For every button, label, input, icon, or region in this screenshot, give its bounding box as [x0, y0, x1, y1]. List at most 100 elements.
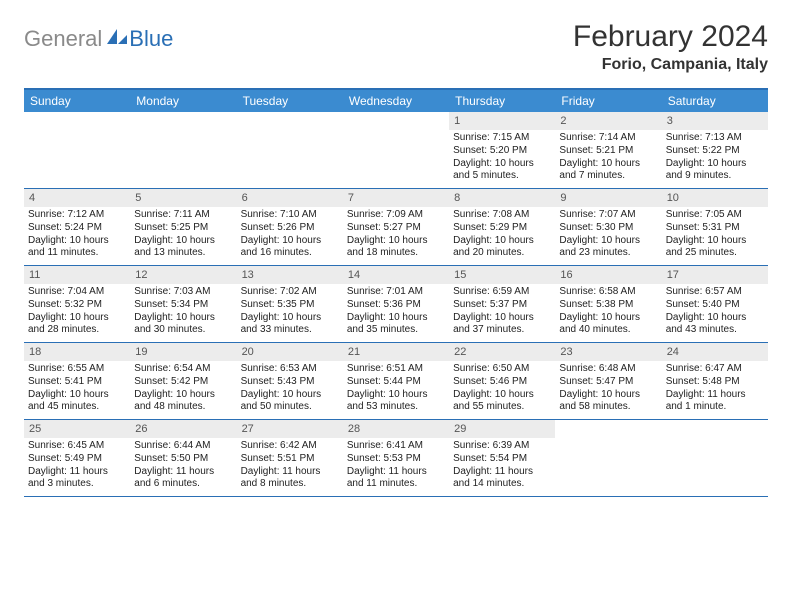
logo-text-blue: Blue: [129, 26, 173, 52]
daylight-text: Daylight: 10 hours and 30 minutes.: [134, 312, 232, 338]
sunrise-text: Sunrise: 7:10 AM: [241, 209, 339, 222]
day-number: 6: [237, 189, 343, 207]
daylight-text: Daylight: 10 hours and 13 minutes.: [134, 235, 232, 261]
sunrise-text: Sunrise: 6:47 AM: [666, 363, 764, 376]
daylight-text: Daylight: 10 hours and 11 minutes.: [28, 235, 126, 261]
day-cell: 7Sunrise: 7:09 AMSunset: 5:27 PMDaylight…: [343, 189, 449, 265]
day-number: 18: [24, 343, 130, 361]
day-cell: 27Sunrise: 6:42 AMSunset: 5:51 PMDayligh…: [237, 420, 343, 496]
day-number: [662, 420, 768, 424]
day-cell: 24Sunrise: 6:47 AMSunset: 5:48 PMDayligh…: [662, 343, 768, 419]
day-body: Sunrise: 7:07 AMSunset: 5:30 PMDaylight:…: [555, 207, 661, 264]
month-title: February 2024: [573, 20, 768, 54]
daylight-text: Daylight: 11 hours and 3 minutes.: [28, 466, 126, 492]
sunset-text: Sunset: 5:51 PM: [241, 453, 339, 466]
daylight-text: Daylight: 10 hours and 5 minutes.: [453, 158, 551, 184]
week-row: 11Sunrise: 7:04 AMSunset: 5:32 PMDayligh…: [24, 266, 768, 343]
sunrise-text: Sunrise: 7:05 AM: [666, 209, 764, 222]
dow-monday: Monday: [130, 90, 236, 112]
week-row: 25Sunrise: 6:45 AMSunset: 5:49 PMDayligh…: [24, 420, 768, 497]
sunset-text: Sunset: 5:43 PM: [241, 376, 339, 389]
sunset-text: Sunset: 5:42 PM: [134, 376, 232, 389]
sunrise-text: Sunrise: 6:42 AM: [241, 440, 339, 453]
sunset-text: Sunset: 5:44 PM: [347, 376, 445, 389]
day-body: Sunrise: 6:50 AMSunset: 5:46 PMDaylight:…: [449, 361, 555, 418]
sunset-text: Sunset: 5:32 PM: [28, 299, 126, 312]
day-number: 2: [555, 112, 661, 130]
day-number: [130, 112, 236, 116]
daylight-text: Daylight: 10 hours and 16 minutes.: [241, 235, 339, 261]
title-block: February 2024 Forio, Campania, Italy: [573, 20, 768, 74]
daylight-text: Daylight: 10 hours and 33 minutes.: [241, 312, 339, 338]
day-body: Sunrise: 7:08 AMSunset: 5:29 PMDaylight:…: [449, 207, 555, 264]
sunrise-text: Sunrise: 6:39 AM: [453, 440, 551, 453]
day-body: Sunrise: 7:09 AMSunset: 5:27 PMDaylight:…: [343, 207, 449, 264]
day-number: [343, 112, 449, 116]
sail-icon: [106, 28, 128, 51]
daylight-text: Daylight: 10 hours and 25 minutes.: [666, 235, 764, 261]
sunrise-text: Sunrise: 7:13 AM: [666, 132, 764, 145]
sunset-text: Sunset: 5:21 PM: [559, 145, 657, 158]
day-cell: 6Sunrise: 7:10 AMSunset: 5:26 PMDaylight…: [237, 189, 343, 265]
day-cell: 18Sunrise: 6:55 AMSunset: 5:41 PMDayligh…: [24, 343, 130, 419]
day-number: [24, 112, 130, 116]
sunrise-text: Sunrise: 7:01 AM: [347, 286, 445, 299]
day-number: 3: [662, 112, 768, 130]
day-cell: 15Sunrise: 6:59 AMSunset: 5:37 PMDayligh…: [449, 266, 555, 342]
day-cell: 8Sunrise: 7:08 AMSunset: 5:29 PMDaylight…: [449, 189, 555, 265]
day-cell: 9Sunrise: 7:07 AMSunset: 5:30 PMDaylight…: [555, 189, 661, 265]
dow-friday: Friday: [555, 90, 661, 112]
daylight-text: Daylight: 10 hours and 20 minutes.: [453, 235, 551, 261]
empty-cell: [24, 112, 130, 188]
daylight-text: Daylight: 10 hours and 23 minutes.: [559, 235, 657, 261]
daylight-text: Daylight: 10 hours and 18 minutes.: [347, 235, 445, 261]
day-number: 14: [343, 266, 449, 284]
day-number: 1: [449, 112, 555, 130]
day-number: 4: [24, 189, 130, 207]
day-number: 16: [555, 266, 661, 284]
day-body: Sunrise: 6:59 AMSunset: 5:37 PMDaylight:…: [449, 284, 555, 341]
daylight-text: Daylight: 10 hours and 37 minutes.: [453, 312, 551, 338]
daylight-text: Daylight: 10 hours and 48 minutes.: [134, 389, 232, 415]
daylight-text: Daylight: 10 hours and 28 minutes.: [28, 312, 126, 338]
day-cell: 25Sunrise: 6:45 AMSunset: 5:49 PMDayligh…: [24, 420, 130, 496]
sunrise-text: Sunrise: 7:03 AM: [134, 286, 232, 299]
day-body: Sunrise: 6:54 AMSunset: 5:42 PMDaylight:…: [130, 361, 236, 418]
sunrise-text: Sunrise: 7:08 AM: [453, 209, 551, 222]
day-number: 12: [130, 266, 236, 284]
sunset-text: Sunset: 5:36 PM: [347, 299, 445, 312]
sunset-text: Sunset: 5:47 PM: [559, 376, 657, 389]
logo-text-general: General: [24, 26, 102, 52]
day-number: [237, 112, 343, 116]
week-row: 18Sunrise: 6:55 AMSunset: 5:41 PMDayligh…: [24, 343, 768, 420]
sunrise-text: Sunrise: 6:48 AM: [559, 363, 657, 376]
sunset-text: Sunset: 5:31 PM: [666, 222, 764, 235]
day-body: Sunrise: 7:04 AMSunset: 5:32 PMDaylight:…: [24, 284, 130, 341]
week-row: 4Sunrise: 7:12 AMSunset: 5:24 PMDaylight…: [24, 189, 768, 266]
sunrise-text: Sunrise: 7:14 AM: [559, 132, 657, 145]
sunrise-text: Sunrise: 6:58 AM: [559, 286, 657, 299]
daylight-text: Daylight: 10 hours and 9 minutes.: [666, 158, 764, 184]
sunrise-text: Sunrise: 7:04 AM: [28, 286, 126, 299]
sunset-text: Sunset: 5:29 PM: [453, 222, 551, 235]
sunset-text: Sunset: 5:50 PM: [134, 453, 232, 466]
day-number: 11: [24, 266, 130, 284]
sunrise-text: Sunrise: 7:11 AM: [134, 209, 232, 222]
empty-cell: [237, 112, 343, 188]
day-body: Sunrise: 7:10 AMSunset: 5:26 PMDaylight:…: [237, 207, 343, 264]
day-body: Sunrise: 7:02 AMSunset: 5:35 PMDaylight:…: [237, 284, 343, 341]
sunset-text: Sunset: 5:40 PM: [666, 299, 764, 312]
day-number: 8: [449, 189, 555, 207]
daylight-text: Daylight: 10 hours and 45 minutes.: [28, 389, 126, 415]
day-body: Sunrise: 6:51 AMSunset: 5:44 PMDaylight:…: [343, 361, 449, 418]
day-cell: 22Sunrise: 6:50 AMSunset: 5:46 PMDayligh…: [449, 343, 555, 419]
day-body: Sunrise: 6:53 AMSunset: 5:43 PMDaylight:…: [237, 361, 343, 418]
week-row: 1Sunrise: 7:15 AMSunset: 5:20 PMDaylight…: [24, 112, 768, 189]
sunset-text: Sunset: 5:53 PM: [347, 453, 445, 466]
sunset-text: Sunset: 5:24 PM: [28, 222, 126, 235]
logo: General Blue: [24, 26, 173, 52]
sunrise-text: Sunrise: 7:07 AM: [559, 209, 657, 222]
daylight-text: Daylight: 10 hours and 7 minutes.: [559, 158, 657, 184]
day-body: Sunrise: 7:05 AMSunset: 5:31 PMDaylight:…: [662, 207, 768, 264]
day-cell: 10Sunrise: 7:05 AMSunset: 5:31 PMDayligh…: [662, 189, 768, 265]
